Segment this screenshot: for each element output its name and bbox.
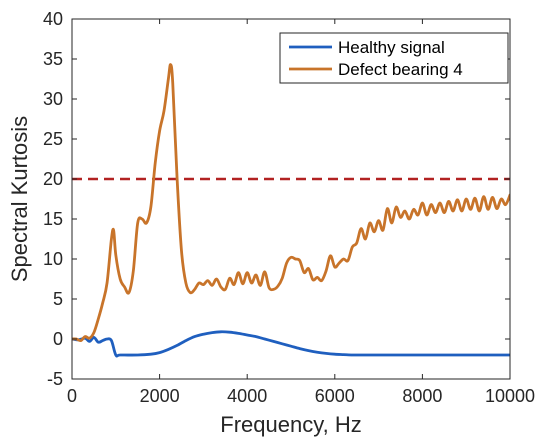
plot-area (72, 63, 510, 358)
legend: Healthy signal Defect bearing 4 (279, 32, 509, 84)
legend-label: Healthy signal (338, 38, 445, 57)
y-tick-label: 0 (53, 329, 63, 349)
x-tick-label: 6000 (315, 386, 355, 406)
legend-box (279, 32, 509, 84)
y-tick-label: 25 (43, 129, 63, 149)
series-line-healthy-signal (72, 330, 510, 358)
y-axis-label: Spectral Kurtosis (7, 116, 32, 282)
y-tick-label: 40 (43, 9, 63, 29)
y-tick-label: -5 (47, 369, 63, 389)
x-axis-label: Frequency, Hz (220, 412, 361, 437)
x-tick-label: 2000 (140, 386, 180, 406)
y-tick-label: 20 (43, 169, 63, 189)
legend-label: Defect bearing 4 (338, 60, 463, 79)
series-line-defect-bearing-4 (72, 63, 510, 343)
y-tick-label: 5 (53, 289, 63, 309)
x-tick-label: 8000 (402, 386, 442, 406)
x-tick-label: 4000 (227, 386, 267, 406)
series-group (72, 63, 510, 358)
y-tick-label: 15 (43, 209, 63, 229)
y-tick-label: 35 (43, 49, 63, 69)
y-tick-label: 30 (43, 89, 63, 109)
axes-frame (71, 18, 511, 380)
y-tick-label: 10 (43, 249, 63, 269)
x-tick-label: 0 (67, 386, 77, 406)
x-tick-label: 10000 (485, 386, 535, 406)
